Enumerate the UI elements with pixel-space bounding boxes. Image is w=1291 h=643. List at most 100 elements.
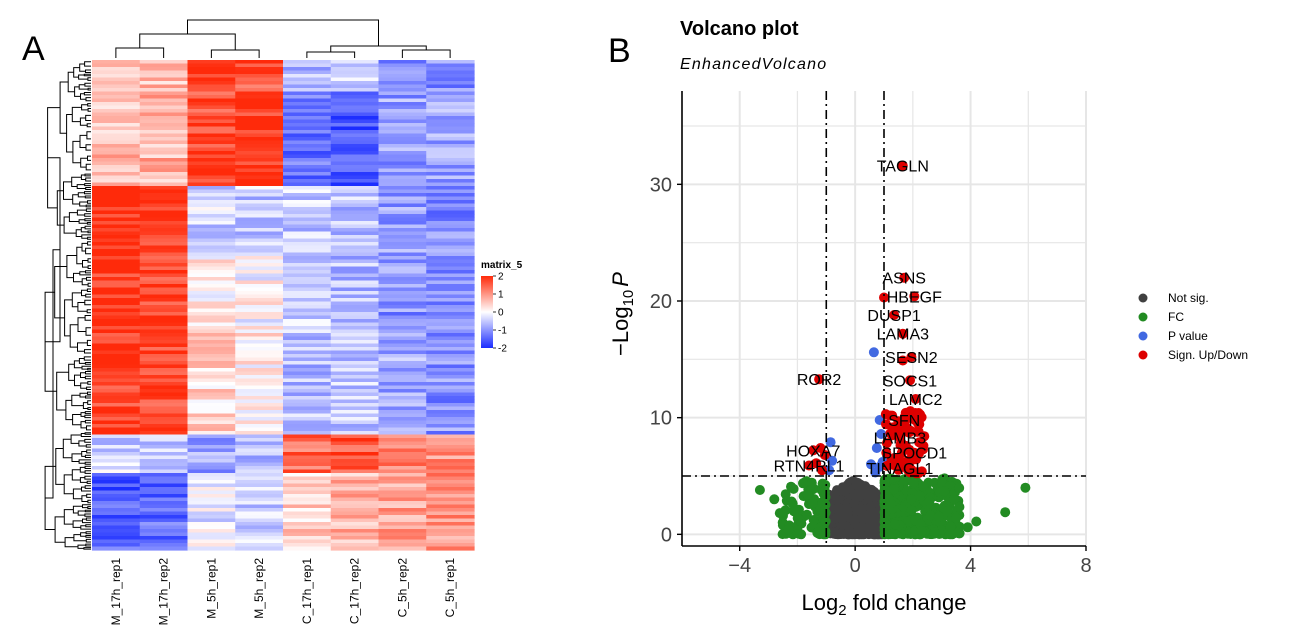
heatmap-cell [426, 487, 475, 492]
heatmap-cell [330, 126, 380, 131]
heatmap-cell [330, 207, 380, 212]
heatmap-cell [378, 413, 427, 418]
heatmap-cell [378, 518, 427, 523]
heatmap-cell [283, 396, 332, 401]
heatmap-cell [378, 193, 427, 198]
heatmap-cell [92, 357, 141, 362]
heatmap-cell [235, 224, 284, 229]
dendrogram-branch [85, 144, 91, 151]
dendrogram-branch [84, 82, 91, 87]
heatmap-cell [139, 417, 189, 422]
heatmap-cell [235, 151, 284, 156]
heatmap-cell [426, 91, 475, 96]
heatmap-column-label: C_17h_rep1 [300, 558, 314, 624]
heatmap-cell [235, 112, 284, 117]
heatmap-cell [378, 140, 427, 145]
heatmap-cell [426, 203, 475, 208]
heatmap-cell [92, 431, 141, 436]
heatmap-cell [92, 536, 141, 541]
heatmap-cell [139, 382, 189, 387]
heatmap-cell [139, 74, 189, 79]
heatmap-cell [187, 518, 236, 523]
gene-label: LAMA3 [877, 327, 930, 344]
dendrogram-branch [84, 454, 91, 458]
heatmap-cell [92, 392, 141, 397]
plot-legend: Not sig. FC P value Sign. Up/Down [1138, 291, 1248, 362]
point-significant [895, 440, 906, 451]
heatmap-cell [187, 179, 236, 184]
heatmap-cell [235, 123, 284, 128]
heatmap-cell [330, 347, 380, 352]
dendrogram-branch [84, 470, 91, 474]
heatmap-cell [330, 354, 380, 359]
heatmap-cell [235, 231, 284, 236]
heatmap-cell [426, 270, 475, 275]
heatmap-cell [92, 406, 141, 411]
heatmap-cell [139, 459, 189, 464]
heatmap-cell [92, 130, 141, 135]
heatmap-cell [330, 382, 380, 387]
point-significant [899, 272, 910, 283]
heatmap-cell [283, 228, 332, 233]
heatmap-cell [330, 375, 380, 380]
heatmap-cell [235, 308, 284, 313]
heatmap-cell [283, 301, 332, 306]
point-significant [819, 450, 830, 460]
point-significant [889, 310, 900, 320]
heatmap-cell [139, 483, 189, 488]
heatmap-cell [426, 445, 475, 450]
heatmap-cell [283, 123, 332, 128]
heatmap-cell [426, 490, 475, 495]
dendrogram-branch [81, 486, 91, 492]
heatmap-cell [378, 67, 427, 72]
heatmap-cell [235, 368, 284, 373]
dendrogram-branch [86, 123, 91, 128]
heatmap-cell [283, 375, 332, 380]
heatmap-cell [139, 84, 189, 89]
heatmap-cell [378, 112, 427, 117]
heatmap-cell [426, 483, 475, 488]
heatmap-cell [283, 161, 332, 166]
heatmap-cell [235, 452, 284, 457]
heatmap-cell [139, 501, 189, 506]
heatmap-cell [92, 193, 141, 198]
heatmap-cell [92, 81, 141, 86]
heatmap-cell [139, 511, 189, 516]
heatmap-cell [283, 511, 332, 516]
heatmap-cell [378, 91, 427, 96]
heatmap-cell [426, 364, 475, 369]
heatmap-cell [378, 81, 427, 86]
heatmap-cell [187, 315, 236, 320]
point-fc [929, 527, 940, 538]
heatmap-cell [283, 431, 332, 436]
heatmap-cell [235, 147, 284, 152]
point-fc [801, 509, 812, 520]
dendrogram-branch [84, 173, 91, 177]
point-not-sig [840, 486, 850, 497]
heatmap-cell [187, 186, 236, 191]
heatmap-cell [187, 137, 236, 142]
heatmap-legend-tick-label: 0 [498, 308, 504, 319]
heatmap-cell [139, 88, 189, 93]
heatmap-cell [235, 375, 284, 380]
heatmap-cell [283, 207, 332, 212]
heatmap-cell [330, 333, 380, 338]
heatmap-cell [139, 242, 189, 247]
heatmap-cell [235, 333, 284, 338]
heatmap-cell [139, 137, 189, 142]
heatmap-cell [235, 256, 284, 261]
heatmap-cell [187, 308, 236, 313]
heatmap-cell [92, 200, 141, 205]
heatmap-cell [378, 410, 427, 415]
point-not-sig [867, 525, 877, 536]
heatmap-cell [187, 224, 236, 229]
heatmap-cell [92, 242, 141, 247]
heatmap-cell [330, 319, 380, 324]
heatmap-cell [235, 74, 284, 79]
heatmap-cell [283, 455, 332, 460]
heatmap-cell [187, 347, 236, 352]
dendrogram-branch [115, 47, 165, 58]
heatmap-cell [92, 102, 141, 107]
heatmap-cell [378, 445, 427, 450]
legend-swatch [1138, 293, 1148, 303]
